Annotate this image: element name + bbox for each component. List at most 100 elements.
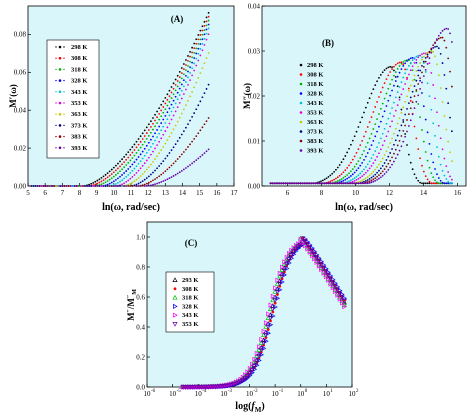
- data-point: [171, 119, 173, 121]
- data-point: [432, 47, 434, 49]
- data-point: [371, 133, 373, 135]
- data-point: [63, 185, 65, 187]
- panel-b-tag: (B): [322, 38, 334, 48]
- data-point: [179, 156, 181, 158]
- data-point: [357, 174, 359, 176]
- data-point: [179, 71, 181, 73]
- data-point: [148, 175, 150, 177]
- data-point: [59, 185, 61, 187]
- data-point: [365, 166, 367, 168]
- data-point: [412, 168, 414, 170]
- data-point: [148, 123, 150, 125]
- data-point: [408, 102, 410, 104]
- data-point: [152, 172, 154, 174]
- data-point: [352, 140, 354, 142]
- data-point: [357, 148, 359, 150]
- data-point: [365, 156, 367, 158]
- data-point: [401, 145, 403, 147]
- data-point: [125, 170, 127, 172]
- data-point: [193, 57, 195, 59]
- legend-label: 343 K: [182, 312, 198, 319]
- data-point: [369, 175, 371, 177]
- data-point: [177, 80, 179, 82]
- data-point: [103, 176, 105, 178]
- data-point: [432, 176, 434, 178]
- data-point: [354, 166, 356, 168]
- legend-label: 293 K: [182, 277, 198, 284]
- data-point: [123, 178, 125, 180]
- data-point: [335, 169, 337, 171]
- data-point: [395, 76, 397, 78]
- data-point: [361, 154, 363, 156]
- data-point: [113, 167, 115, 169]
- data-point: [158, 133, 160, 135]
- data-point: [148, 129, 150, 131]
- data-point: [389, 95, 391, 97]
- data-point: [154, 178, 156, 180]
- data-point: [105, 181, 107, 183]
- data-point: [138, 170, 140, 172]
- data-point: [339, 179, 341, 181]
- data-point: [173, 128, 175, 130]
- data-point: [402, 130, 404, 132]
- data-point: [432, 161, 434, 163]
- data-point: [419, 80, 421, 82]
- data-point: [372, 111, 374, 113]
- legend-marker: [300, 64, 303, 67]
- data-point: [49, 185, 51, 187]
- data-point: [119, 166, 121, 168]
- data-point: [175, 125, 177, 127]
- data-point: [369, 178, 371, 180]
- data-point: [107, 172, 109, 174]
- data-point: [142, 151, 144, 153]
- data-point: [144, 148, 146, 150]
- data-point: [384, 168, 386, 170]
- data-point: [187, 55, 189, 57]
- legend-marker: [59, 124, 62, 127]
- data-point: [386, 166, 388, 168]
- data-point: [146, 138, 148, 140]
- data-point: [179, 137, 181, 139]
- data-point: [427, 63, 429, 65]
- data-point: [131, 152, 133, 154]
- data-point: [402, 61, 404, 63]
- data-point: [386, 150, 388, 152]
- data-point: [354, 180, 356, 182]
- data-point: [421, 82, 423, 84]
- data-point: [365, 182, 367, 184]
- data-point: [179, 117, 181, 119]
- data-point: [365, 146, 367, 148]
- data-point: [156, 111, 158, 113]
- data-point: [352, 181, 354, 183]
- data-point: [140, 167, 142, 169]
- data-point: [387, 163, 389, 165]
- data-point: [206, 57, 208, 59]
- data-point: [156, 183, 158, 185]
- data-point: [350, 175, 352, 177]
- data-point: [189, 66, 191, 68]
- data-point: [204, 21, 206, 23]
- data-point: [298, 182, 300, 184]
- data-point: [369, 97, 371, 99]
- data-point: [162, 119, 164, 121]
- data-point: [404, 114, 406, 116]
- data-point: [372, 128, 374, 130]
- data-point: [164, 158, 166, 160]
- data-point: [384, 69, 386, 71]
- data-point: [363, 168, 365, 170]
- data-point: [105, 178, 107, 180]
- data-point: [399, 96, 401, 98]
- data-point: [292, 182, 294, 184]
- data-point: [150, 146, 152, 148]
- data-point: [415, 56, 417, 58]
- legend-marker-dot: [63, 136, 64, 137]
- data-point: [197, 132, 199, 134]
- data-point: [199, 48, 201, 50]
- data-point: [442, 148, 444, 150]
- data-point: [445, 88, 447, 90]
- data-point: [419, 77, 421, 79]
- data-point: [136, 172, 138, 174]
- data-point: [401, 135, 403, 137]
- data-point: [369, 160, 371, 162]
- data-point: [440, 164, 442, 166]
